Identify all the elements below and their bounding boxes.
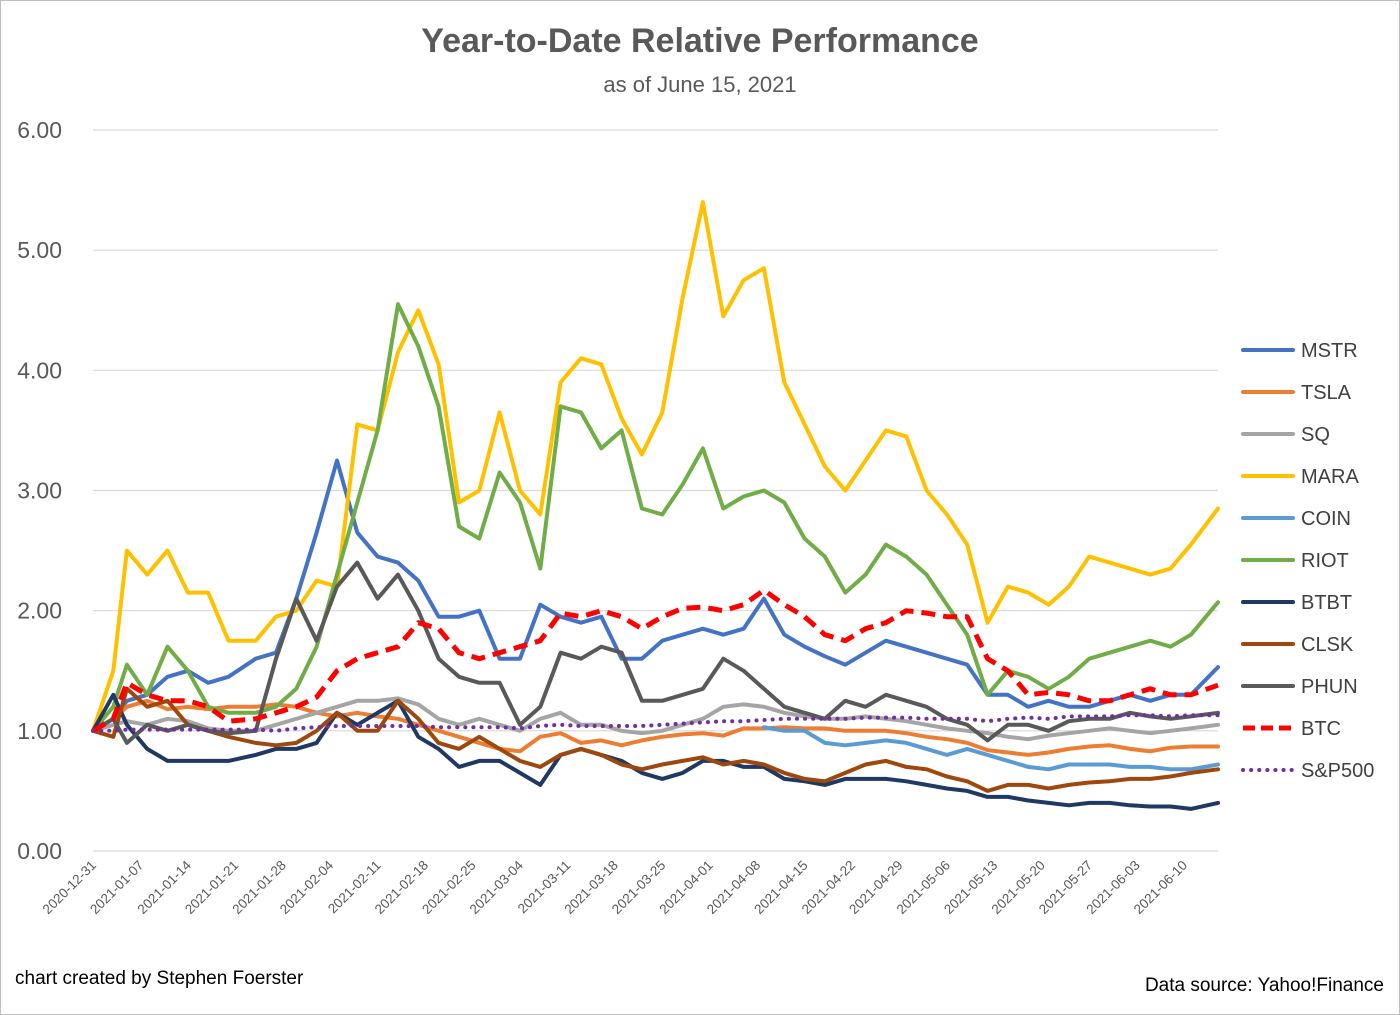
series-line-mara	[91, 200, 1220, 733]
x-axis-ticks: 2020-12-312021-01-072021-01-142021-01-21…	[40, 857, 1191, 917]
series-lines	[91, 200, 1220, 811]
legend-label-tsla: TSLA	[1301, 382, 1352, 404]
legend: MSTR TSLA SQ MARA COIN RIOT BTBT CLSK PHUN BTC S&P…	[1241, 340, 1374, 782]
series-line-btc	[91, 587, 1219, 733]
legend-label-coin: COIN	[1301, 508, 1351, 530]
y-tick-label: 0.00	[17, 838, 62, 864]
series-line-sq	[91, 696, 1220, 742]
y-tick-label: 2.00	[17, 598, 62, 624]
y-tick-label: 4.00	[17, 357, 62, 383]
series-line-phun	[91, 560, 1220, 745]
series-line-clsk	[91, 686, 1220, 793]
legend-label-btc: BTC	[1301, 718, 1341, 740]
legend-label-btbt: BTBT	[1301, 592, 1352, 614]
series-line-riot	[91, 302, 1220, 733]
y-tick-label: 3.00	[17, 478, 62, 504]
series-line-btbt	[91, 692, 1220, 811]
legend-label-mara: MARA	[1301, 466, 1359, 488]
chart-title: Year-to-Date Relative Performance	[421, 22, 979, 60]
data-source: Data source: Yahoo!Finance	[1144, 975, 1384, 996]
legend-label-clsk: CLSK	[1301, 634, 1354, 656]
legend-label-mstr: MSTR	[1301, 340, 1358, 362]
y-tick-label: 5.00	[17, 237, 62, 263]
chart-credit: chart created by Stephen Foerster	[15, 968, 304, 989]
y-axis-ticks: 0.00 1.00 2.00 3.00 4.00 5.00 6.00	[17, 117, 62, 864]
legend-label-sq: SQ	[1301, 424, 1330, 446]
y-tick-label: 6.00	[17, 117, 62, 143]
legend-label-riot: RIOT	[1301, 550, 1349, 572]
chart-subtitle: as of June 15, 2021	[603, 72, 797, 97]
series-line-coin	[761, 725, 1220, 772]
y-tick-label: 1.00	[17, 718, 62, 744]
legend-label-s-p500: S&P500	[1301, 760, 1374, 782]
legend-label-phun: PHUN	[1301, 676, 1358, 698]
series-line-s-p500	[91, 713, 1220, 733]
